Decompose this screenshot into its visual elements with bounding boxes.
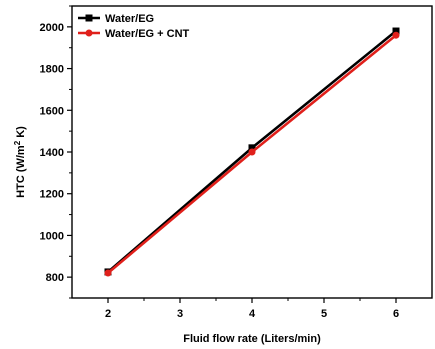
x-tick-label: 6 <box>393 308 399 320</box>
y-tick-label: 800 <box>46 272 64 284</box>
y-tick-label: 2000 <box>40 22 64 34</box>
y-tick-label: 1800 <box>40 64 64 76</box>
y-axis-label-base: HTC (W/m <box>15 145 27 198</box>
y-tick-label: 1200 <box>40 189 64 201</box>
legend-label: Water/EG + CNT <box>105 28 190 40</box>
x-tick-label: 2 <box>105 308 111 320</box>
x-axis-ticks: 2 3 4 5 6 <box>105 298 399 320</box>
legend-item: Water/EG + CNT <box>78 28 190 40</box>
legend-marker <box>85 14 93 22</box>
data-point <box>392 27 400 35</box>
data-point <box>104 269 112 277</box>
legend: Water/EG Water/EG + CNT <box>78 13 190 40</box>
y-tick-label: 1000 <box>40 230 64 242</box>
x-tick-label: 3 <box>177 308 183 320</box>
y-tick-label: 1400 <box>40 147 64 159</box>
y-axis-label: HTC (W/m2 K) <box>13 126 27 198</box>
data-point <box>392 31 400 39</box>
x-tick-label: 5 <box>321 308 327 320</box>
x-axis-label: Fluid flow rate (Liters/min) <box>183 333 321 345</box>
series-2 <box>104 31 400 277</box>
series-group <box>104 27 400 277</box>
legend-label: Water/EG <box>105 13 154 25</box>
y-axis-ticks: 800 1000 1200 1400 1600 1800 2000 <box>40 5 72 299</box>
legend-marker <box>85 29 93 37</box>
x-tick-label: 4 <box>249 308 256 320</box>
y-axis-label-tail: K) <box>15 126 27 141</box>
legend-item: Water/EG <box>78 13 154 25</box>
data-point <box>248 144 256 152</box>
y-axis-label-sup: 2 <box>13 140 22 145</box>
y-tick-label: 1600 <box>40 105 64 117</box>
data-point <box>248 148 256 156</box>
